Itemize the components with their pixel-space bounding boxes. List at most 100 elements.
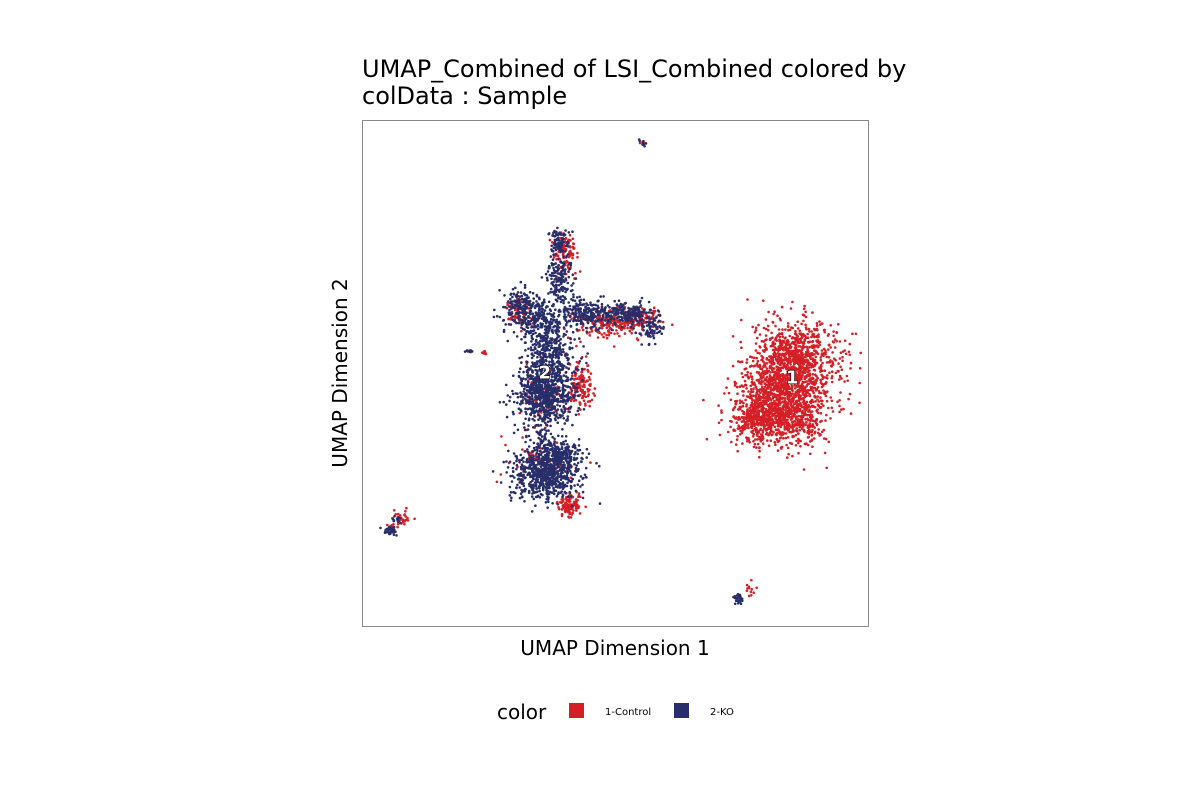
data-point: [766, 328, 770, 332]
data-point: [564, 402, 568, 405]
data-point: [566, 419, 569, 422]
data-point: [567, 407, 570, 411]
data-point: [607, 333, 611, 337]
data-point: [762, 414, 766, 418]
data-point: [527, 418, 531, 422]
data-point: [538, 496, 542, 499]
data-point: [564, 501, 567, 505]
data-point: [781, 433, 784, 437]
data-point: [559, 482, 562, 486]
data-point: [789, 379, 792, 382]
data-point: [773, 393, 776, 397]
data-point: [766, 324, 770, 328]
data-point: [799, 355, 803, 359]
data-point: [754, 429, 758, 433]
data-point: [808, 345, 811, 349]
data-point: [558, 404, 562, 408]
data-point: [588, 331, 591, 334]
data-point: [558, 369, 562, 372]
data-point: [811, 445, 814, 449]
data-point: [817, 390, 821, 393]
data-point: [810, 330, 813, 333]
data-point: [796, 350, 800, 354]
data-point: [790, 442, 794, 446]
data-point: [811, 364, 814, 368]
data-point: [794, 402, 797, 405]
data-point: [559, 467, 562, 471]
data-point: [589, 384, 592, 388]
data-point: [828, 371, 831, 375]
data-point: [623, 332, 627, 335]
data-point: [482, 351, 485, 354]
data-point: [788, 334, 792, 338]
data-point: [527, 451, 530, 455]
data-point: [637, 324, 641, 327]
data-point: [556, 403, 559, 407]
data-point: [807, 424, 811, 427]
data-point: [827, 333, 830, 336]
data-point: [752, 445, 756, 449]
data-point: [567, 391, 571, 394]
data-point: [512, 462, 516, 465]
data-point: [718, 433, 722, 437]
data-point: [754, 342, 758, 345]
data-point: [584, 466, 588, 470]
data-point: [562, 374, 566, 377]
data-point: [779, 383, 782, 387]
data-point: [761, 442, 765, 446]
data-point: [779, 407, 782, 411]
data-point: [561, 379, 564, 383]
data-point: [829, 417, 832, 420]
data-point: [576, 461, 580, 465]
data-point: [768, 406, 771, 410]
data-point: [804, 336, 808, 339]
data-point: [740, 420, 744, 424]
data-point: [578, 270, 582, 273]
data-point: [569, 399, 573, 403]
data-point: [520, 329, 523, 333]
data-point: [807, 435, 810, 439]
data-point: [574, 507, 578, 510]
data-point: [802, 423, 805, 426]
data-point: [560, 514, 564, 518]
data-point: [797, 451, 800, 455]
data-point: [787, 452, 790, 456]
data-point: [812, 334, 816, 337]
data-point: [752, 356, 756, 360]
data-point: [546, 402, 549, 406]
data-point: [566, 464, 570, 467]
data-point: [573, 484, 576, 487]
data-point: [548, 238, 552, 242]
data-point: [522, 370, 525, 374]
data-point: [588, 404, 591, 408]
data-point: [582, 399, 586, 403]
data-point: [824, 419, 827, 422]
data-point: [566, 394, 570, 398]
chart-title-line1: UMAP_Combined of LSI_Combined colored by: [362, 55, 906, 83]
data-point: [760, 385, 764, 389]
data-point: [806, 417, 809, 421]
data-point: [568, 505, 572, 508]
data-point: [797, 432, 800, 435]
data-point: [547, 500, 550, 504]
data-point: [543, 418, 547, 421]
data-point: [566, 469, 569, 473]
data-point: [495, 480, 499, 484]
data-point: [552, 255, 556, 259]
data-point: [510, 480, 514, 483]
data-point: [538, 392, 541, 396]
data-point: [813, 328, 817, 332]
data-point: [744, 424, 747, 428]
data-point: [570, 449, 574, 453]
data-point: [508, 494, 512, 497]
data-point: [773, 407, 777, 411]
data-point: [542, 398, 546, 402]
data-point: [801, 346, 805, 350]
data-point: [815, 324, 819, 328]
data-point: [805, 385, 808, 388]
data-point: [772, 312, 775, 316]
data-point: [848, 342, 852, 346]
data-point: [515, 467, 518, 471]
data-point: [559, 451, 563, 454]
